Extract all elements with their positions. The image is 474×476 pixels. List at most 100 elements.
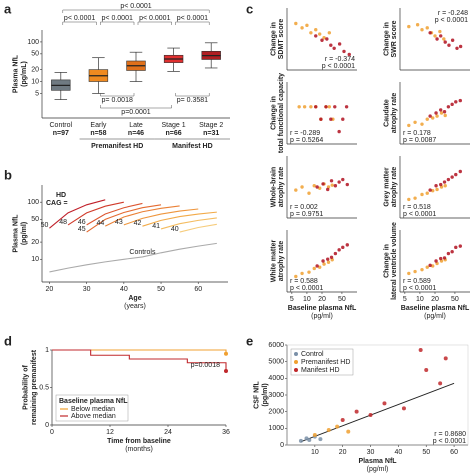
point: [401, 406, 406, 411]
point: [341, 117, 345, 121]
x-tick-label: 50: [422, 449, 430, 456]
point: [294, 21, 298, 26]
stat-label: p < 0.0001: [403, 211, 436, 218]
point: [326, 257, 330, 261]
legend-marker: [294, 368, 298, 372]
point: [333, 251, 338, 256]
curve-label: 48: [59, 219, 67, 226]
category-label: Early: [90, 122, 106, 129]
point: [309, 105, 313, 109]
legend-title: Baseline plasma NfL: [59, 398, 128, 405]
curve: [142, 211, 217, 227]
y-axis-label: SWR score: [391, 20, 398, 57]
legend-label: Below median: [71, 406, 115, 413]
survival-curve: [52, 349, 227, 354]
point: [450, 38, 455, 42]
point: [307, 438, 312, 442]
point: [433, 34, 437, 38]
point: [454, 100, 458, 104]
point: [425, 265, 429, 269]
x-tick-label: 12: [106, 429, 114, 436]
point: [443, 113, 447, 118]
point: [326, 187, 330, 192]
y-tick-label: 1: [45, 347, 49, 354]
legend-marker: [294, 360, 298, 364]
x-tick-label: 20: [318, 296, 326, 303]
point: [333, 184, 338, 188]
legend-label: Control: [301, 351, 324, 358]
point: [322, 36, 326, 40]
bracket: [175, 21, 210, 25]
bracket: [100, 21, 135, 25]
point: [294, 188, 298, 192]
stat-label: r = -0.374: [325, 56, 355, 63]
curve-label: 42: [134, 220, 142, 227]
point: [439, 108, 443, 112]
legend-label: Premanifest HD: [301, 359, 350, 366]
y-axis-label: Whole-brain: [270, 167, 277, 207]
point: [330, 183, 334, 187]
x-tick-label: 0: [50, 429, 54, 436]
point: [413, 120, 417, 125]
point: [326, 260, 331, 264]
point: [341, 245, 345, 250]
point: [337, 180, 341, 184]
point: [354, 409, 359, 414]
point: [329, 117, 333, 121]
point: [439, 34, 443, 38]
y-tick-label: 1000: [268, 425, 284, 432]
point: [325, 37, 329, 41]
stat-label: p < 0.0001: [433, 438, 466, 445]
curve: [49, 199, 106, 229]
point: [314, 28, 318, 32]
point: [333, 105, 337, 109]
x-axis-label: Baseline plasma NfL: [401, 305, 470, 312]
x-axis-label: Time from baseline: [107, 438, 171, 445]
point: [344, 105, 349, 109]
survival-curve: [52, 349, 227, 371]
y-axis-label: Caudate: [383, 99, 390, 127]
p-value: p< 0.0001: [102, 15, 133, 22]
bracket: [137, 21, 172, 25]
point: [458, 98, 462, 103]
point: [340, 418, 345, 422]
x-tick-label: 5: [290, 296, 294, 303]
point: [315, 264, 319, 268]
x-tick-label: 30: [83, 286, 91, 293]
point: [438, 29, 442, 34]
group-label: Manifest HD: [172, 143, 212, 150]
panel-label: a: [4, 1, 12, 16]
y-axis-label: Change in: [383, 244, 390, 278]
bracket: [175, 93, 210, 97]
y-tick-label: 6000: [268, 342, 284, 349]
point: [298, 438, 303, 443]
point: [332, 46, 336, 50]
point: [318, 32, 322, 36]
category-label: Stage 1: [162, 122, 186, 129]
point: [420, 192, 424, 197]
curve: [179, 223, 217, 233]
point: [318, 265, 322, 269]
p-value: p=0.0001: [121, 109, 150, 116]
p-value: p= 0.0018: [102, 97, 133, 104]
point: [435, 114, 439, 118]
stat-label: p = 0.9751: [290, 211, 323, 218]
point: [407, 123, 411, 128]
point: [329, 179, 334, 183]
point: [442, 37, 446, 41]
point: [420, 267, 424, 272]
point: [428, 114, 432, 118]
x-tick-label: 20: [431, 296, 439, 303]
bracket: [100, 93, 135, 97]
point: [305, 23, 309, 28]
stat-label: r = 0.178: [403, 130, 431, 137]
curve: [104, 205, 180, 227]
annotation: HD: [56, 192, 66, 199]
p-value: p= 0.3581: [177, 97, 208, 104]
point: [458, 244, 462, 248]
x-tick-label: 10: [416, 296, 424, 303]
point: [346, 429, 351, 434]
stat-label: r = 0.518: [403, 204, 431, 211]
point: [413, 269, 417, 274]
point: [415, 23, 420, 27]
